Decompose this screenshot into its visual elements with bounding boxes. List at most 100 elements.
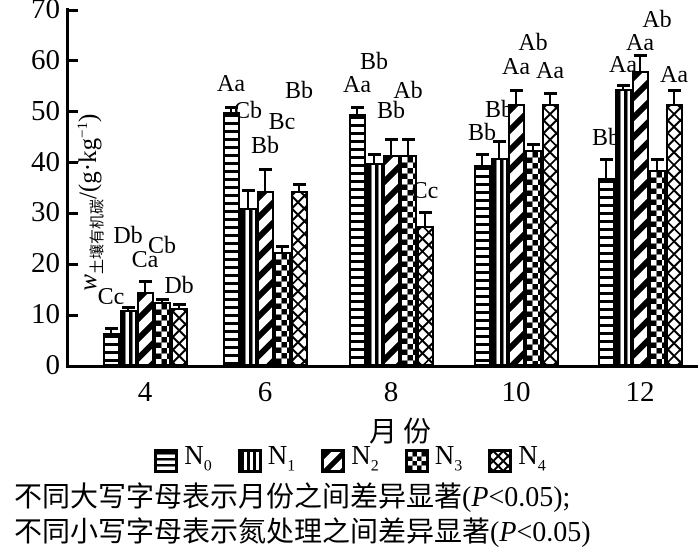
error-bar-stem bbox=[177, 305, 180, 309]
error-bar-stem bbox=[514, 92, 517, 106]
significance-letter-N4-month-8: Cc bbox=[411, 178, 439, 205]
error-bar-N2-month-12 bbox=[633, 53, 647, 73]
y-tick-label-10: 10 bbox=[31, 298, 60, 331]
legend-swatch-crosshatch-icon bbox=[488, 448, 513, 473]
error-bar-N4-month-4 bbox=[172, 302, 186, 309]
bar-N4-month-12 bbox=[665, 104, 683, 366]
y-axis-line bbox=[66, 8, 69, 368]
significance-letter-N2-month-12: Aa bbox=[626, 29, 654, 56]
x-tick-label-10: 10 bbox=[501, 376, 531, 408]
error-bar-stem bbox=[160, 300, 163, 304]
legend-item-N4: N4 bbox=[488, 440, 546, 478]
error-bar-N4-month-12 bbox=[667, 89, 681, 106]
significance-letter-N0-month-10: Bb bbox=[467, 120, 496, 147]
y-tick-30 bbox=[69, 211, 78, 215]
bar-N3-month-4 bbox=[153, 302, 171, 366]
legend-item-N1: N1 bbox=[237, 442, 295, 478]
error-bar-N3-month-12 bbox=[650, 158, 664, 172]
error-bar-stem bbox=[389, 140, 392, 156]
y-tick-70 bbox=[69, 8, 78, 12]
significance-letter-N1-month-8: Bb bbox=[359, 49, 388, 76]
caption-line-1: 不同大写字母表示月份之间差异显著(P<0.05); bbox=[14, 482, 571, 513]
bar-N4-month-6 bbox=[290, 190, 308, 366]
significance-letter-N2-month-4: Ca bbox=[131, 247, 159, 274]
y-tick-0 bbox=[69, 364, 78, 368]
legend-item-N2: N2 bbox=[321, 442, 379, 478]
error-bar-N3-month-10 bbox=[526, 142, 540, 151]
error-bar-N1-month-8 bbox=[367, 152, 381, 164]
significance-letter-N0-month-8: Aa bbox=[343, 71, 371, 98]
significance-letter-N2-month-10: Aa bbox=[502, 54, 530, 81]
significance-letter-N3-month-10: Ab bbox=[518, 29, 548, 56]
bar-N1-month-8 bbox=[365, 162, 383, 366]
error-bar-N1-month-6 bbox=[241, 188, 255, 210]
error-bar-stem bbox=[655, 161, 658, 172]
bar-N1-month-10 bbox=[490, 157, 508, 366]
bar-N3-month-6 bbox=[273, 251, 291, 366]
bar-N2-month-4 bbox=[136, 292, 154, 366]
significance-letter-N4-month-4: Db bbox=[164, 272, 194, 299]
significance-letter-N2-month-6: Bb bbox=[250, 132, 279, 159]
plot-area: Cc Db Ca Cb Db Aa Cb Bb Bc Bb Aa Bb Bb Ab Cc Bb Bb Aa Ab Aa… bbox=[68, 7, 698, 366]
legend-swatch-horizontal-icon bbox=[154, 448, 179, 473]
error-bar-stem bbox=[531, 145, 534, 151]
significance-letter-N3-month-6: Bc bbox=[268, 108, 296, 135]
error-bar-stem bbox=[280, 247, 283, 253]
bar-N3-month-10 bbox=[524, 149, 542, 366]
significance-letter-N0-month-4: Cc bbox=[97, 283, 125, 310]
error-bar-N0-month-10 bbox=[475, 152, 489, 167]
bar-N2-month-12 bbox=[631, 71, 649, 366]
x-axis-title: 月份 bbox=[368, 417, 437, 448]
x-axis-line bbox=[66, 365, 698, 368]
error-bar-N3-month-8 bbox=[401, 137, 415, 156]
error-bar-N2-month-10 bbox=[509, 89, 523, 106]
p-value-symbol: P bbox=[471, 482, 489, 513]
bar-N0-month-12 bbox=[597, 177, 615, 366]
bar-N2-month-10 bbox=[507, 104, 525, 366]
y-tick-label-40: 40 bbox=[31, 145, 60, 178]
y-tick-label-50: 50 bbox=[31, 94, 60, 127]
p-value-symbol: P bbox=[499, 517, 517, 548]
error-bar-N1-month-4 bbox=[121, 305, 135, 312]
error-bar-stem bbox=[246, 191, 249, 210]
bar-N3-month-12 bbox=[648, 170, 666, 366]
y-tick-label-0: 0 bbox=[45, 349, 61, 381]
significance-letter-N3-month-4: Cb bbox=[147, 233, 176, 260]
error-bar-N4-month-10 bbox=[543, 91, 557, 106]
y-tick-40 bbox=[69, 161, 78, 165]
error-bar-N0-month-6 bbox=[224, 106, 238, 113]
caption-line-2: 不同小写字母表示氮处理之间差异显著(P<0.05) bbox=[14, 517, 591, 548]
error-bar-N1-month-12 bbox=[616, 84, 630, 90]
legend-label-N3: N3 bbox=[434, 440, 463, 475]
error-bar-stem bbox=[638, 56, 641, 73]
y-tick-label-20: 20 bbox=[31, 247, 60, 280]
error-bar-N1-month-10 bbox=[492, 140, 506, 159]
legend-swatch-checker-icon bbox=[404, 448, 429, 473]
error-bar-stem bbox=[126, 308, 129, 312]
y-tick-label-70: 70 bbox=[31, 0, 60, 25]
error-bar-N0-month-12 bbox=[599, 158, 613, 179]
legend-item-N3: N3 bbox=[404, 440, 463, 478]
error-bar-stem bbox=[423, 214, 426, 228]
error-bar-stem bbox=[109, 330, 112, 334]
x-tick-label-4: 4 bbox=[137, 376, 153, 408]
error-bar-N2-month-8 bbox=[384, 137, 398, 156]
figure-caption: 不同大写字母表示月份之间差异显著(P<0.05); 不同小写字母表示氮处理之间差… bbox=[14, 480, 700, 550]
significance-letter-N1-month-6: Cb bbox=[233, 97, 262, 124]
y-tick-10 bbox=[69, 313, 78, 317]
error-bar-stem bbox=[548, 94, 551, 106]
bar-N2-month-8 bbox=[382, 154, 400, 366]
error-bar-N3-month-6 bbox=[275, 244, 289, 253]
bar-N4-month-10 bbox=[541, 104, 559, 366]
bar-N1-month-4 bbox=[119, 310, 137, 366]
error-bar-N3-month-4 bbox=[155, 297, 169, 304]
bar-N1-month-12 bbox=[614, 88, 632, 366]
error-bar-N2-month-6 bbox=[258, 168, 272, 192]
error-bar-stem bbox=[406, 140, 409, 156]
x-tick-label-12: 12 bbox=[625, 376, 655, 408]
legend-label-N4: N4 bbox=[518, 440, 546, 475]
y-tick-20 bbox=[69, 262, 78, 266]
error-bar-stem bbox=[355, 109, 358, 116]
error-bar-N4-month-6 bbox=[292, 183, 306, 192]
